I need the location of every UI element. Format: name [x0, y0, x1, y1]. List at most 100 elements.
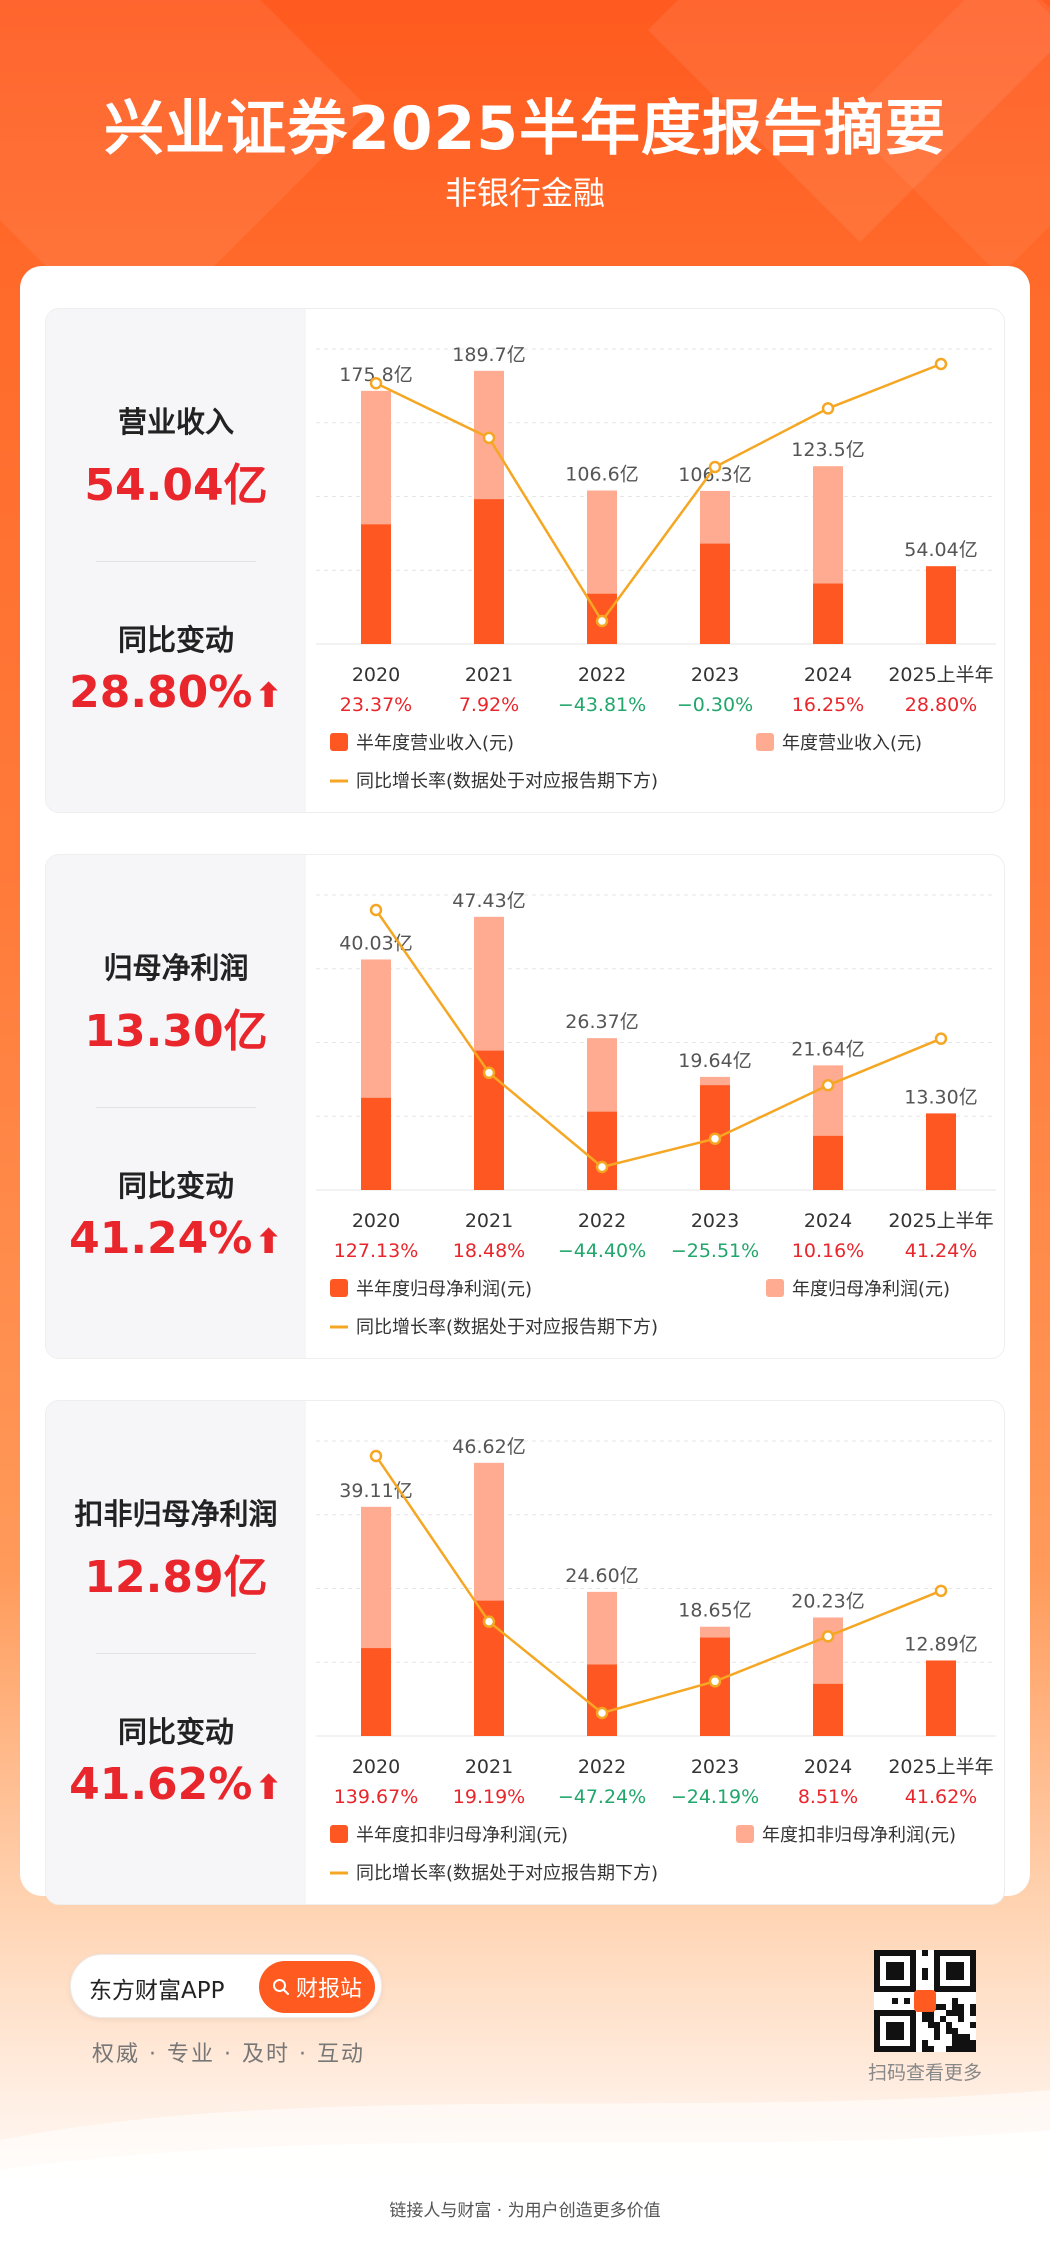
legend-annual-swatch — [766, 1279, 784, 1297]
growth-point — [595, 1160, 609, 1174]
total-label: 106.6亿 — [565, 464, 638, 486]
kpi-divider — [96, 1653, 256, 1654]
growth-line — [374, 909, 942, 1169]
growth-label: −43.81% — [558, 694, 646, 716]
growth-label: 139.67% — [334, 1786, 419, 1808]
change-value-row: 41.62%⬆ — [46, 1759, 306, 1810]
legend-half-label: 半年度归母净利润(元) — [356, 1279, 532, 1300]
growth-label: 10.16% — [792, 1240, 864, 1262]
qr-module — [958, 2004, 964, 2010]
kpi-panel: 营业收入 54.04亿 同比变动 28.80%⬆ — [46, 309, 306, 812]
total-label: 47.43亿 — [452, 890, 525, 912]
category-label: 2023 — [691, 1210, 739, 1232]
half-year-bar — [926, 1113, 956, 1190]
half-year-bar — [361, 1648, 391, 1736]
change-value: 41.62% — [69, 1759, 253, 1810]
net-profit-chart: 40.03亿 2020 127.13% 47.43亿 2021 18.48% 26.37亿 2… — [306, 855, 1004, 1358]
total-label: 20.23亿 — [791, 1590, 864, 1612]
total-label: 24.60亿 — [565, 1565, 638, 1587]
total-label: 18.65亿 — [678, 1600, 751, 1622]
qr-module — [952, 2040, 958, 2046]
kpi-panel: 归母净利润 13.30亿 同比变动 41.24%⬆ — [46, 855, 306, 1358]
category-label: 2024 — [804, 664, 852, 686]
half-year-bar — [813, 583, 843, 644]
report-station-label: 财报站 — [295, 1977, 362, 2002]
legend-half-swatch — [330, 1825, 348, 1843]
qr-module — [952, 2010, 958, 2016]
change-value-row: 41.24%⬆ — [46, 1213, 306, 1264]
growth-label: 127.13% — [334, 1240, 419, 1262]
total-label: 189.7亿 — [452, 344, 525, 366]
legend-line-label: 同比增长率(数据处于对应报告期下方) — [356, 1863, 658, 1884]
half-year-bar — [361, 1097, 391, 1190]
qr-module — [934, 2022, 940, 2028]
qr-module — [970, 2046, 976, 2052]
qr-module — [952, 2034, 958, 2040]
category-label: 2020 — [352, 1756, 400, 1778]
growth-point — [482, 1066, 496, 1080]
growth-point — [369, 903, 383, 917]
category-label: 2020 — [352, 664, 400, 686]
half-year-bar — [474, 499, 504, 644]
kpi-label: 扣非归母净利润 — [74, 1497, 278, 1531]
change-value: 28.80% — [69, 667, 253, 718]
total-label: 123.5亿 — [791, 439, 864, 461]
category-label: 2021 — [465, 1210, 513, 1232]
qr-module — [970, 2040, 976, 2046]
qr-module — [946, 2046, 952, 2052]
qr-module — [958, 2010, 964, 2016]
qr-module — [928, 2046, 934, 2052]
legend-half-swatch — [330, 733, 348, 751]
hero-banner: 兴业证券2025半年度报告摘要 非银行金融 — [0, 0, 1050, 270]
growth-point — [821, 1079, 835, 1092]
half-year-bar — [813, 1683, 843, 1736]
legend-annual-label: 年度扣非归母净利润(元) — [762, 1825, 956, 1846]
category-label: 2025上半年 — [888, 1210, 993, 1232]
half-year-bar — [361, 524, 391, 644]
qr-code[interactable] — [874, 1950, 976, 2052]
change-label: 同比变动 — [117, 623, 234, 657]
qr-module — [922, 2040, 928, 2046]
up-arrow-icon: ⬆ — [254, 1222, 283, 1262]
legend-annual-label: 年度归母净利润(元) — [792, 1279, 950, 1300]
page-title: 兴业证券2025半年度报告摘要 — [104, 94, 946, 164]
legend-annual-swatch — [736, 1825, 754, 1843]
net-profit-section: 归母净利润 13.30亿 同比变动 41.24%⬆ 40.03亿 2020 127.… — [45, 854, 1005, 1359]
growth-label: 23.37% — [340, 694, 412, 716]
kpi-divider — [96, 1107, 256, 1108]
qr-finder — [886, 1962, 904, 1980]
qr-module — [922, 2046, 928, 2052]
total-label: 26.37亿 — [565, 1011, 638, 1033]
kpi-value: 54.04亿 — [84, 460, 268, 511]
growth-point — [821, 402, 835, 415]
kpi-label: 营业收入 — [117, 405, 234, 439]
growth-label: −47.24% — [558, 1786, 646, 1808]
qr-module — [934, 2028, 940, 2034]
search-icon — [272, 1979, 289, 1995]
footer-tagline: 链接人与财富 · 为用户创造更多价值 — [389, 2201, 661, 2221]
qr-module — [892, 1998, 898, 2004]
qr-module — [946, 2022, 952, 2028]
qr-module — [952, 2046, 958, 2052]
qr-module — [958, 2040, 964, 2046]
kpi-label: 归母净利润 — [103, 951, 249, 985]
qr-module — [928, 2022, 934, 2028]
qr-module — [934, 2034, 940, 2040]
category-label: 2022 — [578, 1210, 626, 1232]
kpi-value: 13.30亿 — [84, 1006, 268, 1057]
growth-label: 19.19% — [453, 1786, 525, 1808]
total-label: 19.64亿 — [678, 1050, 751, 1072]
qr-module — [964, 2040, 970, 2046]
total-label: 13.30亿 — [904, 1086, 977, 1108]
growth-label: 41.24% — [905, 1240, 977, 1262]
app-promo-pill[interactable]: 东方财富APP 财报站 — [70, 1954, 382, 2018]
qr-module — [922, 2016, 928, 2022]
growth-label: 8.51% — [798, 1786, 858, 1808]
report-station-button[interactable]: 财报站 — [259, 1961, 375, 2013]
qr-module — [952, 2004, 958, 2010]
legend-line-label: 同比增长率(数据处于对应报告期下方) — [356, 1317, 658, 1338]
growth-point — [821, 1630, 835, 1643]
total-label: 39.11亿 — [339, 1480, 412, 1502]
bottom-bar: 东方财富APP 财报站 权威 · 专业 · 及时 · 互动 扫码查看更多 — [0, 1950, 1050, 2110]
kpi-panel: 扣非归母净利润 12.89亿 同比变动 41.62%⬆ — [46, 1401, 306, 1904]
